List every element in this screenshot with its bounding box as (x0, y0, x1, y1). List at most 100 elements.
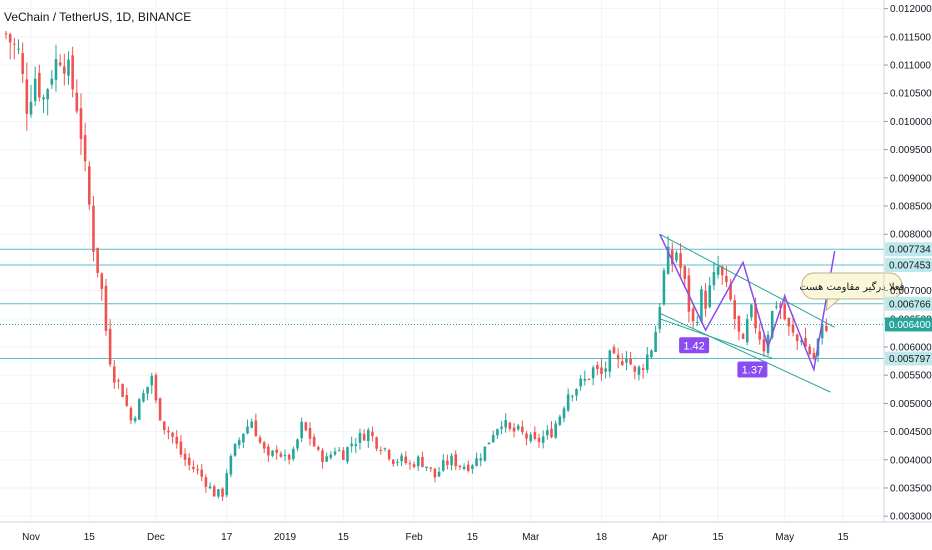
candle-body (462, 466, 466, 469)
candle-body (554, 423, 557, 438)
chart-drawings[interactable]: 1.42 1.37 فعلا درگیر مقاومت هست (659, 233, 905, 393)
candle-body (787, 317, 791, 327)
candle-body (250, 421, 253, 428)
candle-body (475, 458, 478, 466)
candle-body (700, 289, 703, 322)
candle-body (300, 421, 303, 439)
candle-body (200, 469, 204, 477)
candle-body (179, 441, 183, 455)
time-axis[interactable]: Nov 15 Dec 17 2019 15 Feb 15 Mar 18 Apr 15 May 15 (0, 521, 932, 543)
price-tick-label: 0.003000 (890, 512, 932, 523)
candle-body (471, 465, 474, 469)
candle-body (63, 66, 66, 74)
candle-body (766, 334, 770, 354)
date-tick-label: 15 (467, 532, 479, 543)
candle-body (591, 367, 595, 379)
candle-body (304, 422, 308, 431)
candle-body (421, 456, 424, 468)
candle-body (42, 97, 45, 100)
candle-body (342, 450, 345, 460)
measure-label-box[interactable] (737, 361, 768, 378)
candle-body (820, 324, 824, 339)
candle-body (287, 454, 291, 460)
candle-body (225, 473, 229, 496)
price-tick-label: 0.005500 (890, 371, 932, 382)
candle-body (29, 101, 33, 115)
candle-body (354, 444, 358, 447)
candle-body (641, 368, 645, 371)
candle-body (512, 427, 516, 432)
horizontal-level-tag[interactable] (885, 296, 932, 311)
candle-body (621, 361, 624, 365)
price-tick-label: 0.011000 (890, 61, 931, 72)
candle-body (450, 455, 453, 466)
candle-body (150, 375, 154, 386)
candle-body (745, 319, 749, 343)
horizontal-level-tag[interactable] (885, 258, 932, 273)
channel-lower-trendline[interactable] (659, 312, 831, 393)
candle-body (67, 59, 70, 76)
candle-body (583, 378, 587, 381)
candle-body (454, 454, 458, 467)
candle-body (675, 252, 678, 261)
candle-body (167, 430, 170, 433)
price-tick-label: 0.008000 (890, 230, 932, 241)
horizontal-level-tag[interactable] (885, 351, 932, 366)
candle-body (371, 431, 374, 437)
candle-body (596, 365, 599, 370)
candle-body (346, 447, 349, 462)
channel-upper-trendline[interactable] (659, 233, 835, 328)
candle-body (637, 366, 641, 375)
support-trendline[interactable] (659, 318, 773, 359)
candle-body (137, 399, 141, 420)
candle-body (258, 437, 262, 443)
candle-body (4, 33, 8, 35)
candle-body (350, 443, 353, 447)
candlestick-series (4, 30, 828, 501)
candle-body (533, 432, 537, 439)
candle-body (521, 426, 524, 433)
candle-body (645, 354, 649, 370)
price-axis[interactable]: 0.012000 0.011500 0.011000 0.010500 0.010000… (883, 0, 932, 523)
candle-body (362, 433, 366, 441)
horizontal-level-tag[interactable] (885, 242, 932, 257)
candle-body (329, 454, 333, 458)
date-tick-label: 15 (84, 532, 96, 543)
candle-body (117, 380, 120, 382)
date-tick-label: 15 (338, 532, 350, 543)
candle-body (321, 450, 324, 463)
candle-body (171, 432, 174, 437)
candle-body (154, 375, 158, 401)
price-tick-label: 0.004000 (890, 455, 932, 466)
candle-body (496, 429, 499, 436)
horizontal-level-tag-label: 0.007453 (889, 261, 931, 272)
candle-body (775, 306, 778, 308)
candle-body (283, 455, 287, 457)
candle-body (296, 439, 299, 449)
candle-body (133, 417, 137, 422)
candle-body (729, 284, 732, 300)
candle-body (233, 443, 237, 456)
zigzag-pattern[interactable] (659, 233, 836, 373)
candle-body (212, 486, 216, 497)
horizontal-level-tag-label: 0.005797 (889, 354, 931, 365)
date-tick-label: 15 (713, 532, 725, 543)
measure-label-box[interactable] (679, 337, 710, 354)
candle-body (387, 449, 391, 459)
candle-body (566, 394, 570, 411)
date-tick-label: May (775, 532, 794, 543)
candle-body (658, 307, 662, 329)
date-tick-label: Nov (22, 532, 40, 543)
current-price-tag (885, 317, 932, 332)
candle-body (196, 469, 199, 471)
candle-body (441, 460, 445, 471)
candle-body (529, 434, 532, 442)
current-price-tag-label: 0.006400 (889, 320, 931, 331)
candle-body (725, 275, 728, 283)
candle-body (758, 331, 762, 340)
candle-body (83, 135, 87, 162)
candle-body (754, 303, 757, 329)
horizontal-levels[interactable] (0, 248, 884, 359)
callout-bubble[interactable] (801, 272, 903, 300)
